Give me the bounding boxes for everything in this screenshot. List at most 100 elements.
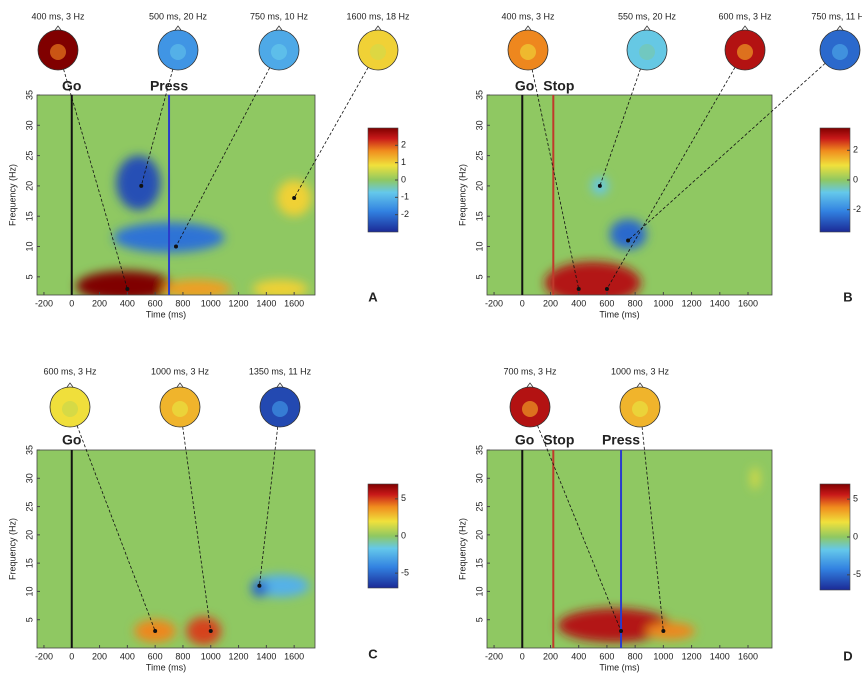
y-tick-label: 35 — [24, 90, 34, 100]
topomap-label: 600 ms, 3 Hz — [43, 366, 97, 376]
topomap-nose — [643, 25, 651, 31]
topomap-label: 750 ms, 10 Hz — [250, 11, 309, 21]
x-tick-label: 1000 — [201, 298, 221, 308]
topomap-center — [50, 44, 66, 60]
topomap-label: 1350 ms, 11 Hz — [249, 366, 312, 376]
event-label: Press — [150, 78, 188, 94]
plot-frame — [486, 449, 773, 649]
y-tick-label: 15 — [474, 558, 484, 568]
y-tick-label: 25 — [474, 502, 484, 512]
leader-line — [175, 49, 280, 247]
topomap-nose — [524, 25, 532, 31]
topomap-center — [632, 401, 648, 417]
leader-line — [639, 406, 664, 632]
topomap-center — [639, 44, 655, 60]
leader-line — [179, 406, 212, 632]
y-tick-label: 10 — [24, 586, 34, 596]
colorbar — [819, 127, 851, 233]
point-marker — [125, 286, 130, 291]
event-label: Go — [515, 432, 534, 448]
colorbar-tick-label: 0 — [401, 530, 406, 540]
y-axis-label: Frequency (Hz) — [457, 518, 467, 580]
y-tick-label: 20 — [474, 530, 484, 540]
topomap-center — [170, 44, 186, 60]
event-label: Press — [602, 432, 640, 448]
colorbar — [367, 483, 399, 589]
event-label: Go — [62, 432, 81, 448]
colorbar-tick-label: 2 — [853, 145, 858, 155]
leader-line — [606, 49, 746, 290]
y-tick-label: 15 — [474, 211, 484, 221]
point-marker — [661, 629, 666, 634]
y-tick-label: 5 — [24, 274, 34, 279]
y-axis-label: Frequency (Hz) — [457, 164, 467, 226]
y-tick-label: 25 — [24, 151, 34, 161]
y-tick-label: 5 — [474, 617, 484, 622]
topomap-center — [172, 401, 188, 417]
topomap-label: 1000 ms, 3 Hz — [611, 366, 670, 376]
panel-label: A — [368, 289, 378, 304]
power-blob — [609, 219, 647, 250]
power-blob — [557, 608, 671, 643]
y-tick-label: 35 — [474, 90, 484, 100]
x-axis-label: Time (ms) — [599, 309, 639, 319]
x-tick-label: -200 — [35, 298, 53, 308]
panel-label: C — [368, 646, 378, 661]
x-tick-label: 800 — [175, 298, 190, 308]
colorbar-tick-label: -2 — [853, 204, 861, 214]
topomap-nose — [66, 382, 74, 388]
x-tick-label: 0 — [520, 298, 525, 308]
x-tick-label: 1400 — [710, 298, 730, 308]
x-tick-label: 400 — [120, 651, 135, 661]
y-tick-label: 20 — [474, 181, 484, 191]
point-marker — [626, 238, 631, 243]
x-tick-label: 1200 — [229, 298, 249, 308]
point-marker — [619, 629, 624, 634]
colorbar — [367, 127, 399, 233]
point-marker — [604, 286, 609, 291]
y-tick-label: 15 — [24, 558, 34, 568]
topomap-nose — [741, 25, 749, 31]
topomap-center — [832, 44, 848, 60]
topomap-label: 750 ms, 11 Hz — [811, 11, 862, 21]
point-marker — [257, 583, 262, 588]
topomap-nose — [276, 382, 284, 388]
topomap-center — [737, 44, 753, 60]
topomap-nose — [836, 25, 844, 31]
topomap-label: 500 ms, 20 Hz — [149, 11, 208, 21]
x-axis-label: Time (ms) — [599, 662, 639, 672]
power-blob — [252, 279, 309, 295]
leader-line — [293, 49, 379, 199]
y-tick-label: 30 — [24, 120, 34, 130]
x-tick-label: 0 — [69, 298, 74, 308]
x-tick-label: 1400 — [256, 651, 276, 661]
x-tick-label: 1000 — [653, 298, 673, 308]
leader-line — [57, 49, 128, 290]
leader-line — [627, 49, 841, 241]
topomap-center — [62, 401, 78, 417]
x-tick-label: 800 — [175, 651, 190, 661]
event-label: Go — [62, 78, 81, 94]
colorbar-tick-label: -2 — [401, 209, 409, 219]
point-marker — [597, 183, 602, 188]
x-tick-label: 1600 — [738, 651, 758, 661]
x-tick-label: 1600 — [738, 298, 758, 308]
colorbar-tick-label: 0 — [853, 531, 858, 541]
topomap-nose — [275, 25, 283, 31]
x-tick-label: 1000 — [653, 651, 673, 661]
colorbar-tick-label: -5 — [853, 569, 861, 579]
leader-line — [599, 49, 648, 187]
point-marker — [174, 244, 178, 249]
y-axis-label: Frequency (Hz) — [7, 518, 17, 580]
panel-label: B — [843, 289, 852, 304]
topomap-label: 600 ms, 3 Hz — [718, 11, 772, 21]
y-tick-label: 5 — [24, 617, 34, 622]
x-tick-label: 1200 — [682, 651, 702, 661]
y-tick-label: 35 — [474, 445, 484, 455]
x-tick-label: 600 — [599, 298, 614, 308]
x-tick-label: 1600 — [284, 298, 304, 308]
x-tick-label: 400 — [571, 298, 586, 308]
y-tick-label: 30 — [24, 473, 34, 483]
y-tick-label: 30 — [474, 473, 484, 483]
power-blob — [186, 616, 222, 646]
